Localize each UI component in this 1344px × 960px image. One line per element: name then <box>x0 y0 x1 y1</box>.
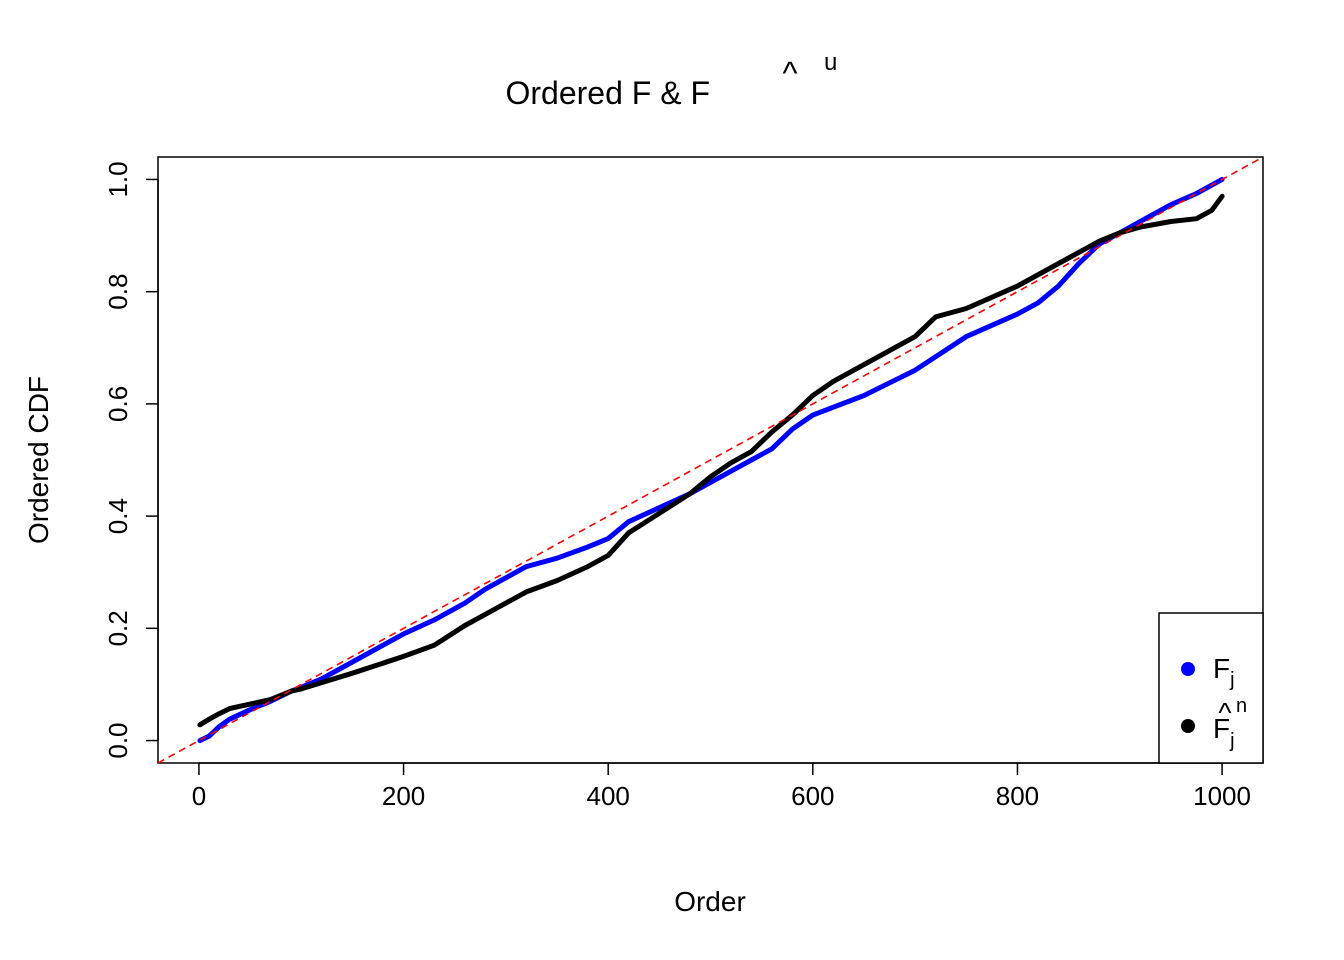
y-tick-label: 0.0 <box>103 722 133 758</box>
y-axis: 0.0 0.2 0.4 0.6 0.8 1.0 <box>103 161 159 759</box>
identity-reference-line <box>158 157 1263 763</box>
legend-label-series-1: Fj <box>1213 653 1235 691</box>
y-tick-label: 1.0 <box>103 161 133 197</box>
y-axis-title: Ordered CDF <box>23 376 54 544</box>
y-tick-label: 0.4 <box>103 498 133 534</box>
legend-label-series-2-hat: ^ <box>1218 697 1231 728</box>
x-tick-label: 400 <box>586 781 629 811</box>
legend-label-series-2: Fj <box>1213 713 1235 752</box>
series-layer <box>197 176 1225 744</box>
chart-title: Ordered F & F <box>506 75 711 111</box>
legend-marker-series-2 <box>1181 719 1195 733</box>
legend-box <box>1158 612 1264 764</box>
title-hat: ^ <box>782 55 797 91</box>
x-tick-label: 1000 <box>1193 781 1251 811</box>
x-axis-title: Order <box>674 886 746 917</box>
x-tick-label: 600 <box>791 781 834 811</box>
y-tick-label: 0.8 <box>103 274 133 310</box>
x-tick-label: 800 <box>996 781 1039 811</box>
x-axis: 0 200 400 600 800 1000 <box>192 762 1251 811</box>
series-line-2 <box>197 193 1225 728</box>
x-tick-label: 200 <box>382 781 425 811</box>
y-tick-label: 0.6 <box>103 386 133 422</box>
legend-marker-series-1 <box>1181 662 1195 676</box>
x-tick-label: 0 <box>192 781 206 811</box>
legend: Fj ^ Fj n <box>1158 612 1264 764</box>
y-tick-label: 0.2 <box>103 610 133 646</box>
title-superscript: u <box>824 49 837 76</box>
legend-label-series-2-superscript: n <box>1236 695 1247 717</box>
